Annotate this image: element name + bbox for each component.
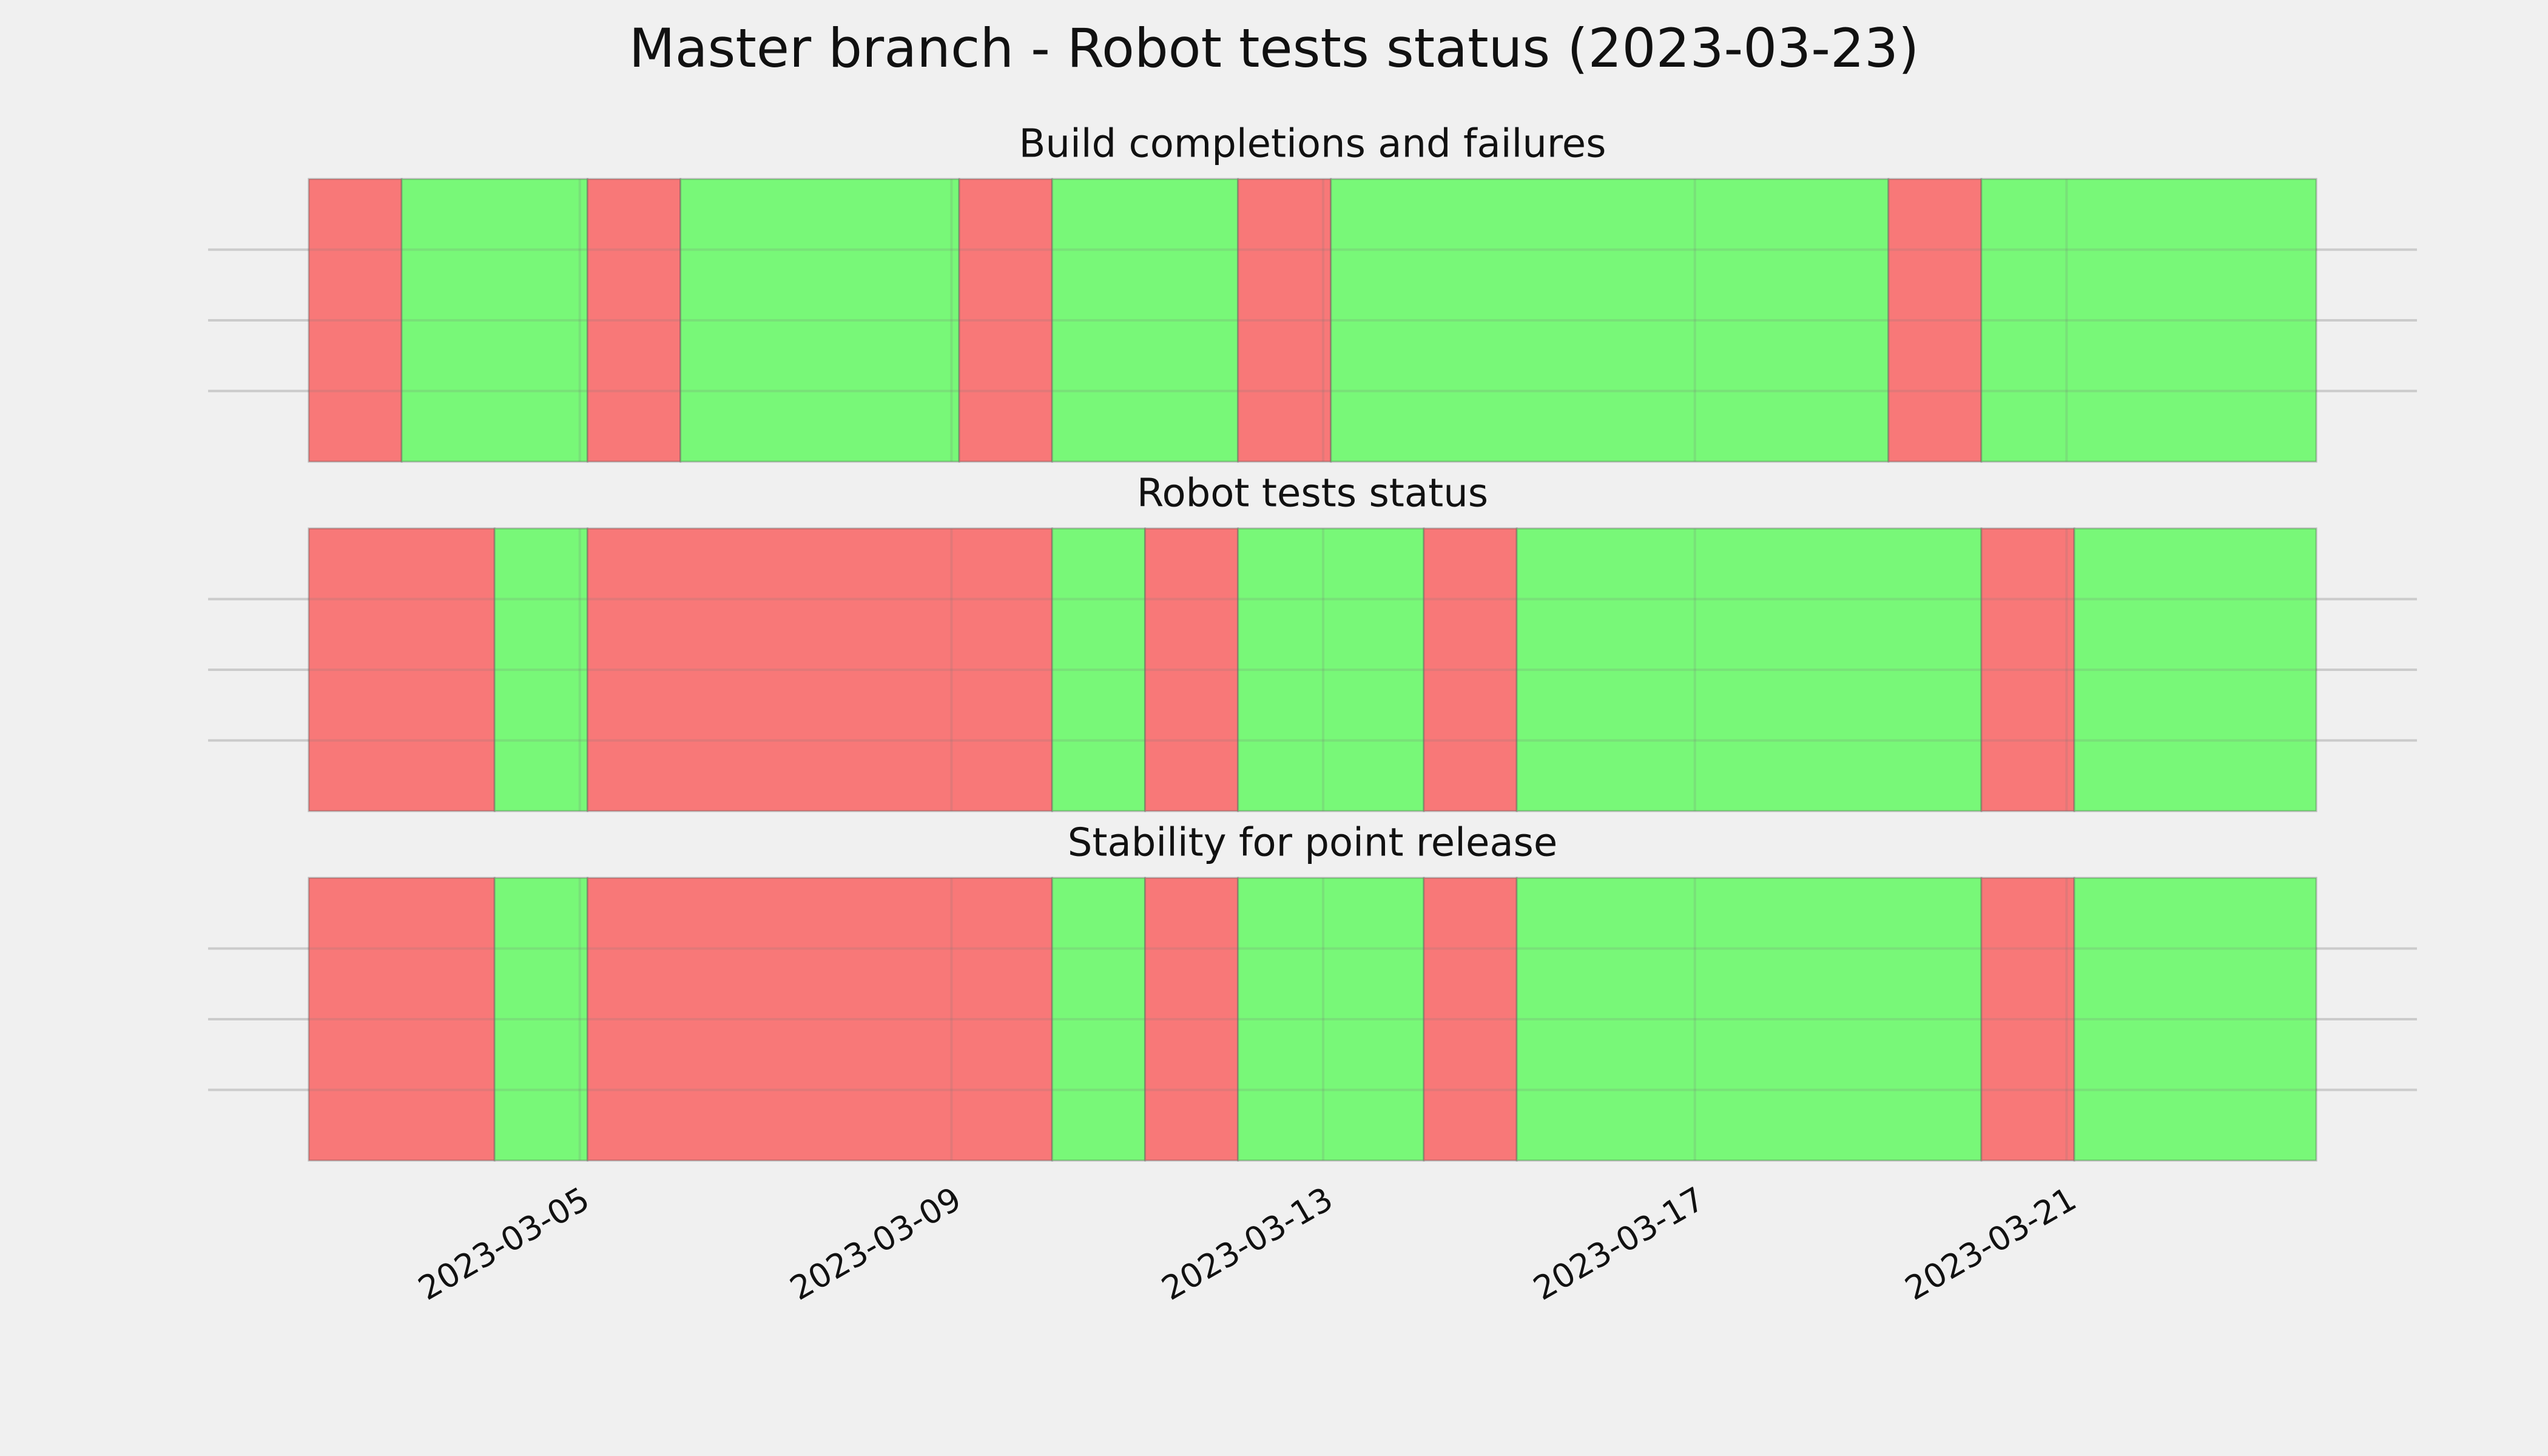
status-span — [958, 178, 1053, 463]
status-span — [308, 877, 496, 1162]
status-span — [1515, 527, 1983, 812]
status-span — [2073, 877, 2317, 1162]
status-span — [308, 178, 403, 463]
status-span — [1237, 877, 1425, 1162]
status-span — [1887, 178, 1983, 463]
status-span — [1330, 178, 1890, 463]
status-span — [1237, 527, 1425, 812]
status-span — [1144, 527, 1239, 812]
status-span — [679, 178, 960, 463]
status-span — [400, 178, 588, 463]
subplot-title: Build completions and failures — [1019, 122, 1606, 167]
status-span — [308, 527, 496, 812]
status-span — [586, 527, 1053, 812]
status-span — [1980, 178, 2317, 463]
status-span — [1423, 527, 1518, 812]
status-span — [1144, 877, 1239, 1162]
status-span — [586, 877, 1053, 1162]
status-span — [1051, 178, 1239, 463]
status-span — [1423, 877, 1518, 1162]
subplot-title: Robot tests status — [1137, 471, 1488, 516]
figure-title: Master branch - Robot tests status (2023… — [629, 17, 1919, 79]
status-span — [1237, 178, 1332, 463]
status-span — [2073, 527, 2317, 812]
subplot-title: Stability for point release — [1068, 821, 1558, 866]
status-span — [1051, 877, 1146, 1162]
status-span — [1980, 527, 2075, 812]
status-span — [1980, 877, 2075, 1162]
